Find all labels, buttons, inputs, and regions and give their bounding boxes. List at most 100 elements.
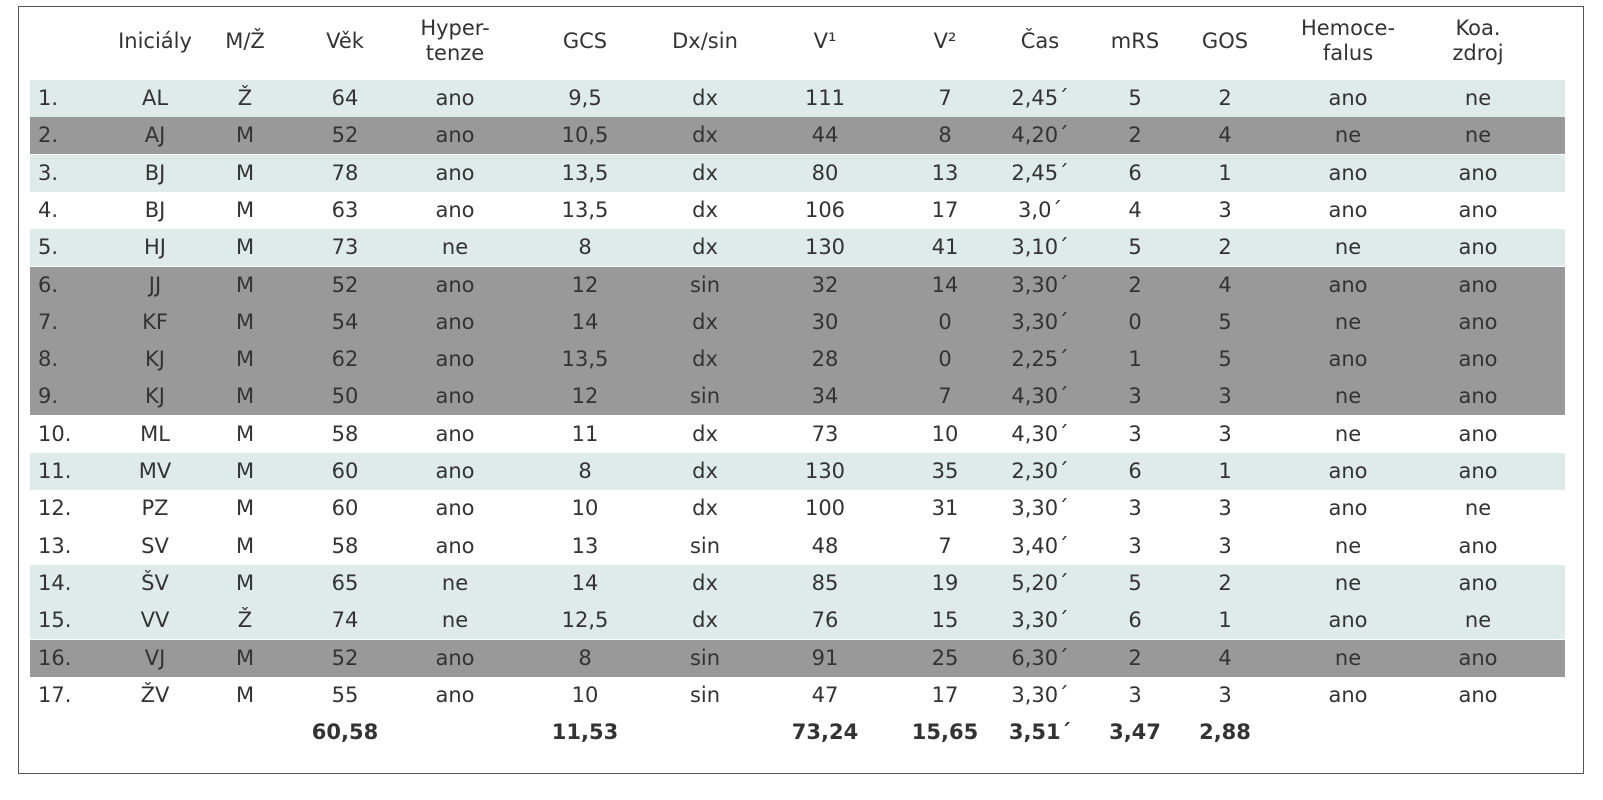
table-cell: 6,30´ <box>1011 645 1069 670</box>
table-cell: 14 <box>571 570 599 595</box>
table-cell: 12. <box>38 496 72 521</box>
header-line: falus <box>1322 41 1374 65</box>
table-cell: ano <box>1328 197 1368 222</box>
table-cell: ano <box>435 123 475 148</box>
table-cell: ano <box>435 384 475 409</box>
table-cell: M <box>235 309 255 334</box>
table-cell: 11. <box>38 459 72 483</box>
table-cell: 15. <box>38 608 72 633</box>
footer-row: 60,58 11,53 73,24 15,65 3,51´ 3,47 2,88 <box>30 714 1565 751</box>
table-cell: ne <box>1464 123 1492 148</box>
table-cell: BJ <box>144 197 166 222</box>
table-cell: ne <box>441 608 469 633</box>
table-cell: 52 <box>331 645 359 670</box>
table-cell: 10 <box>571 496 599 521</box>
average-cell: 11,53 <box>551 720 619 745</box>
header-line: GCS <box>562 29 608 53</box>
header-line: zdroj <box>1452 41 1504 65</box>
table-cell: AJ <box>144 123 166 148</box>
table-cell: 35 <box>931 459 959 483</box>
table-cell: HJ <box>144 235 166 260</box>
table-cell: 8 <box>578 459 592 483</box>
table-cell: 3 <box>1218 384 1232 409</box>
table-cell: ne <box>1334 570 1362 595</box>
table-cell: ano <box>1458 235 1498 260</box>
table-cell: ano <box>1458 272 1498 297</box>
table-cell: 3 <box>1218 533 1232 558</box>
table-cell: 3,30´ <box>1011 272 1069 297</box>
table-cell: 13,5 <box>561 347 609 372</box>
table-cell: ano <box>1328 496 1368 521</box>
table-cell: 3,30´ <box>1011 496 1069 521</box>
table-cell: 9. <box>38 384 59 409</box>
table-row: 12. PZ M 60 ano 10 dx 100 31 3,30´ 3 3 ano ne <box>30 490 1565 527</box>
table-cell: 5 <box>1128 570 1142 595</box>
table-cell: 3 <box>1218 197 1232 222</box>
table-cell: 76 <box>811 608 839 633</box>
table-cell: dx <box>692 570 718 595</box>
table-row: 10. ML M 58 ano 11 dx 73 10 4,30´ 3 3 ne ano <box>30 416 1565 453</box>
table-cell: 9,5 <box>568 86 602 110</box>
table-cell: 3,0´ <box>1018 197 1062 222</box>
table-cell: dx <box>692 160 718 185</box>
table-cell: ano <box>1328 347 1368 372</box>
table-cell: 0 <box>1128 309 1142 334</box>
header-cell: Iniciály <box>118 29 192 54</box>
table-cell: ano <box>1458 309 1498 334</box>
table-cell: 130 <box>804 459 846 483</box>
table-cell: SV <box>141 533 169 558</box>
table-cell: sin <box>689 272 721 297</box>
table-cell: ne <box>1464 86 1492 110</box>
average-cell: 60,58 <box>311 720 379 745</box>
header-line: Hemoce- <box>1300 16 1396 40</box>
table-cell: 3,40´ <box>1011 533 1069 558</box>
table-row: 2. AJ M 52 ano 10,5 dx 44 8 4,20´ 2 4 ne ne <box>30 117 1565 155</box>
table-cell: 7 <box>938 384 952 409</box>
table-cell: M <box>235 570 255 595</box>
table-cell: 13,5 <box>561 197 609 222</box>
table-cell: dx <box>692 123 718 148</box>
table-cell: 106 <box>804 197 846 222</box>
table-cell: M <box>235 272 255 297</box>
table-cell: 5,20´ <box>1011 570 1069 595</box>
table-cell: 111 <box>804 86 846 110</box>
table-cell: 85 <box>811 570 839 595</box>
table-cell: 13. <box>38 533 72 558</box>
table-cell: dx <box>692 309 718 334</box>
table-cell: 2. <box>38 123 59 148</box>
table-cell: 48 <box>811 533 839 558</box>
header-cell: Hemoce-falus <box>1301 16 1395 66</box>
table-cell: 30 <box>811 309 839 334</box>
table-cell: ano <box>1328 459 1368 483</box>
table-cell: 50 <box>331 384 359 409</box>
table-cell: 78 <box>331 160 359 185</box>
table-cell: M <box>235 459 255 483</box>
table-cell: Ž <box>237 608 253 633</box>
table-cell: MV <box>138 459 172 483</box>
header-line: V² <box>933 29 957 53</box>
table-cell: dx <box>692 347 718 372</box>
table-cell: ano <box>435 421 475 446</box>
table-cell: dx <box>692 197 718 222</box>
table-cell: 4 <box>1128 197 1142 222</box>
table-cell: KJ <box>145 347 165 372</box>
table-cell: 6 <box>1128 608 1142 633</box>
table-cell: 7. <box>38 309 59 334</box>
table-cell: 2 <box>1128 272 1142 297</box>
table-cell: ano <box>435 197 475 222</box>
table-cell: VJ <box>144 645 166 670</box>
table-cell: 55 <box>331 682 359 707</box>
table-cell: 0 <box>938 347 952 372</box>
table-cell: 3. <box>38 160 59 185</box>
table-cell: 1. <box>38 86 59 110</box>
table-cell: 3 <box>1218 496 1232 521</box>
table-row: 13. SV M 58 ano 13 sin 48 7 3,40´ 3 3 ne ano <box>30 528 1565 565</box>
table-cell: 10,5 <box>561 123 609 148</box>
table-cell: 15 <box>931 608 959 633</box>
table-cell: 11 <box>571 421 599 446</box>
table-cell: 62 <box>331 347 359 372</box>
header-line: M/Ž <box>225 29 265 53</box>
table-cell: 7 <box>938 86 952 110</box>
table-cell: ano <box>435 645 475 670</box>
average-cell: 3,47 <box>1109 720 1161 745</box>
